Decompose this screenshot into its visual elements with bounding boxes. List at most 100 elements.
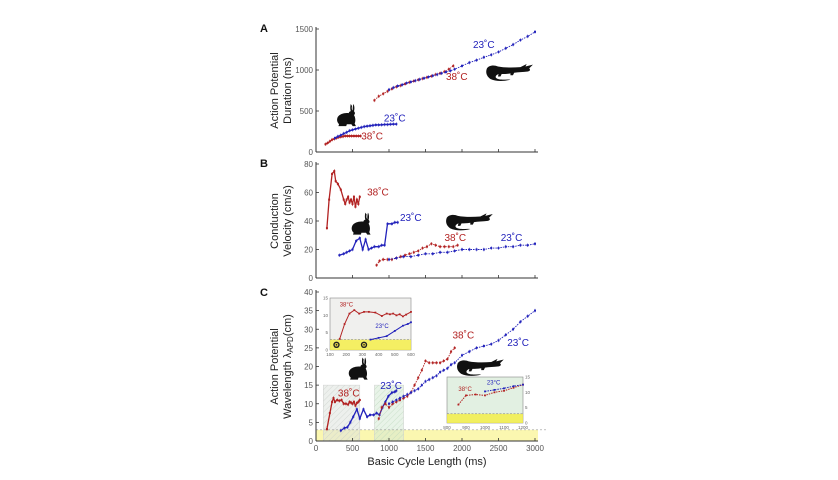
inset-y-tick-label: 15 bbox=[525, 375, 531, 380]
panel-label: B bbox=[260, 158, 268, 170]
y-axis-label: Action Potential bbox=[269, 328, 281, 404]
panel-b: 0 20 40 60 80 B Conduction Velocity (cm/s) 38˚C 2… bbox=[260, 158, 538, 283]
temperature-label: 23˚C bbox=[473, 39, 495, 51]
inset-data-point bbox=[385, 312, 388, 315]
rabbit-silhouette-icon bbox=[348, 357, 368, 380]
inset-x-tick-label: 500 bbox=[391, 352, 399, 357]
inset-y-tick-label: 0 bbox=[325, 348, 328, 353]
inset-data-point bbox=[465, 394, 467, 397]
spiral-wave-icon-center bbox=[335, 344, 338, 346]
inset-data-point bbox=[493, 388, 496, 391]
inset-data-point bbox=[363, 310, 365, 313]
inset-y-tick-label: 5 bbox=[525, 405, 528, 410]
inset-data-point bbox=[503, 389, 505, 392]
x-axis-label: Basic Cycle Length (ms) bbox=[367, 456, 486, 468]
inset-series-line bbox=[458, 384, 524, 405]
series-line bbox=[334, 123, 397, 139]
y-axis-label-subscript: APD bbox=[286, 336, 295, 353]
series-line bbox=[388, 310, 536, 405]
panel-label: A bbox=[260, 23, 268, 35]
inset-data-point bbox=[512, 386, 515, 389]
inset-data-point bbox=[369, 338, 372, 341]
shaded-region-hatch bbox=[374, 385, 404, 441]
temperature-label: 38˚C bbox=[367, 186, 389, 198]
y-tick-label: 10 bbox=[304, 400, 313, 409]
inset-data-point bbox=[393, 330, 396, 332]
inset-data-point bbox=[377, 336, 380, 339]
y-axis-label: Conduction bbox=[269, 193, 281, 249]
inset-data-point bbox=[402, 315, 404, 318]
x-tick-label: 3000 bbox=[526, 444, 544, 453]
inset-x-tick-label: 900 bbox=[462, 425, 470, 430]
crocodile-silhouette-icon bbox=[486, 64, 533, 81]
inset-data-point bbox=[493, 391, 496, 394]
y-tick-label: 20 bbox=[304, 363, 313, 372]
series-line bbox=[374, 65, 454, 101]
temperature-label: 38˚C bbox=[453, 330, 475, 342]
inset-threshold-band bbox=[447, 413, 523, 423]
threshold-band bbox=[316, 429, 538, 441]
y-tick-label: 1500 bbox=[295, 25, 313, 34]
inset-data-point bbox=[512, 385, 515, 388]
inset-data-point bbox=[389, 313, 391, 316]
y-tick-label: 500 bbox=[300, 107, 314, 116]
x-tick-label: 2500 bbox=[490, 444, 508, 453]
inset-data-point bbox=[406, 323, 409, 325]
inset-data-point bbox=[348, 312, 351, 315]
x-tick-label: 2000 bbox=[453, 444, 471, 453]
x-tick-label: 500 bbox=[346, 444, 360, 453]
inset-data-point bbox=[353, 309, 356, 312]
x-tick-label: 1500 bbox=[417, 444, 435, 453]
temperature-label: 38˚C bbox=[446, 71, 468, 83]
inset-data-point bbox=[343, 323, 346, 325]
series-line bbox=[378, 347, 456, 419]
temperature-label: 38˚C bbox=[444, 232, 466, 244]
inset-data-point bbox=[474, 393, 477, 396]
y-tick-label: 15 bbox=[304, 381, 313, 390]
panel-label: C bbox=[260, 287, 268, 299]
inset-temperature-label: 23°C bbox=[487, 381, 501, 387]
x-tick-label: 0 bbox=[314, 444, 319, 453]
y-axis-label-part: (cm) bbox=[282, 314, 294, 336]
inset-x-tick-label: 1100 bbox=[499, 425, 509, 430]
inset-data-point bbox=[410, 321, 412, 324]
y-tick-label: 40 bbox=[304, 217, 313, 226]
inset-x-tick-label: 1000 bbox=[480, 425, 491, 430]
y-tick-label: 25 bbox=[304, 344, 313, 353]
y-tick-label: 0 bbox=[309, 437, 314, 446]
inset-x-tick-label: 1200 bbox=[518, 425, 529, 430]
y-axis-label-part: Wavelength λ bbox=[282, 352, 294, 419]
crocodile-silhouette-icon bbox=[457, 358, 504, 376]
inset-x-tick-label: 600 bbox=[407, 352, 415, 357]
temperature-label: 23˚C bbox=[380, 380, 402, 392]
inset-x-tick-label: 200 bbox=[342, 352, 350, 357]
inset-data-point bbox=[367, 310, 370, 313]
y-tick-label: 0 bbox=[309, 274, 314, 283]
y-axis-label: Action Potential bbox=[269, 52, 281, 128]
inset-temperature-label: 38°C bbox=[458, 387, 472, 393]
y-tick-label: 60 bbox=[304, 189, 313, 198]
temperature-label: 23˚C bbox=[507, 337, 529, 349]
y-tick-label: 0 bbox=[309, 148, 314, 157]
inset-temperature-label: 38°C bbox=[340, 303, 354, 309]
inset-data-point bbox=[457, 403, 460, 406]
y-axis-label: Velocity (cm/s) bbox=[282, 185, 294, 257]
inset-data-point bbox=[484, 394, 486, 397]
inset-y-tick-label: 10 bbox=[323, 313, 329, 318]
rabbit-inset: 0 5 10 15 100 200 300 400 500 600 38°C 23°C bbox=[323, 296, 415, 358]
crocodile-inset: 0 5 10 15 800 900 1000 1100 1200 38°C 23°C bbox=[443, 375, 530, 431]
y-axis-label: Duration (ms) bbox=[282, 57, 294, 124]
rabbit-silhouette-icon bbox=[351, 212, 371, 235]
crocodile-silhouette-icon bbox=[446, 213, 493, 231]
inset-y-tick-label: 10 bbox=[525, 390, 531, 395]
y-tick-label: 1000 bbox=[295, 66, 313, 75]
inset-data-point bbox=[402, 324, 404, 327]
y-tick-label: 40 bbox=[304, 288, 313, 297]
inset-data-point bbox=[385, 335, 388, 338]
inset-x-tick-label: 400 bbox=[375, 352, 383, 357]
inset-data-point bbox=[398, 313, 401, 316]
y-tick-label: 20 bbox=[304, 246, 313, 255]
inset-data-point bbox=[338, 338, 341, 340]
inset-threshold-band bbox=[330, 339, 411, 350]
